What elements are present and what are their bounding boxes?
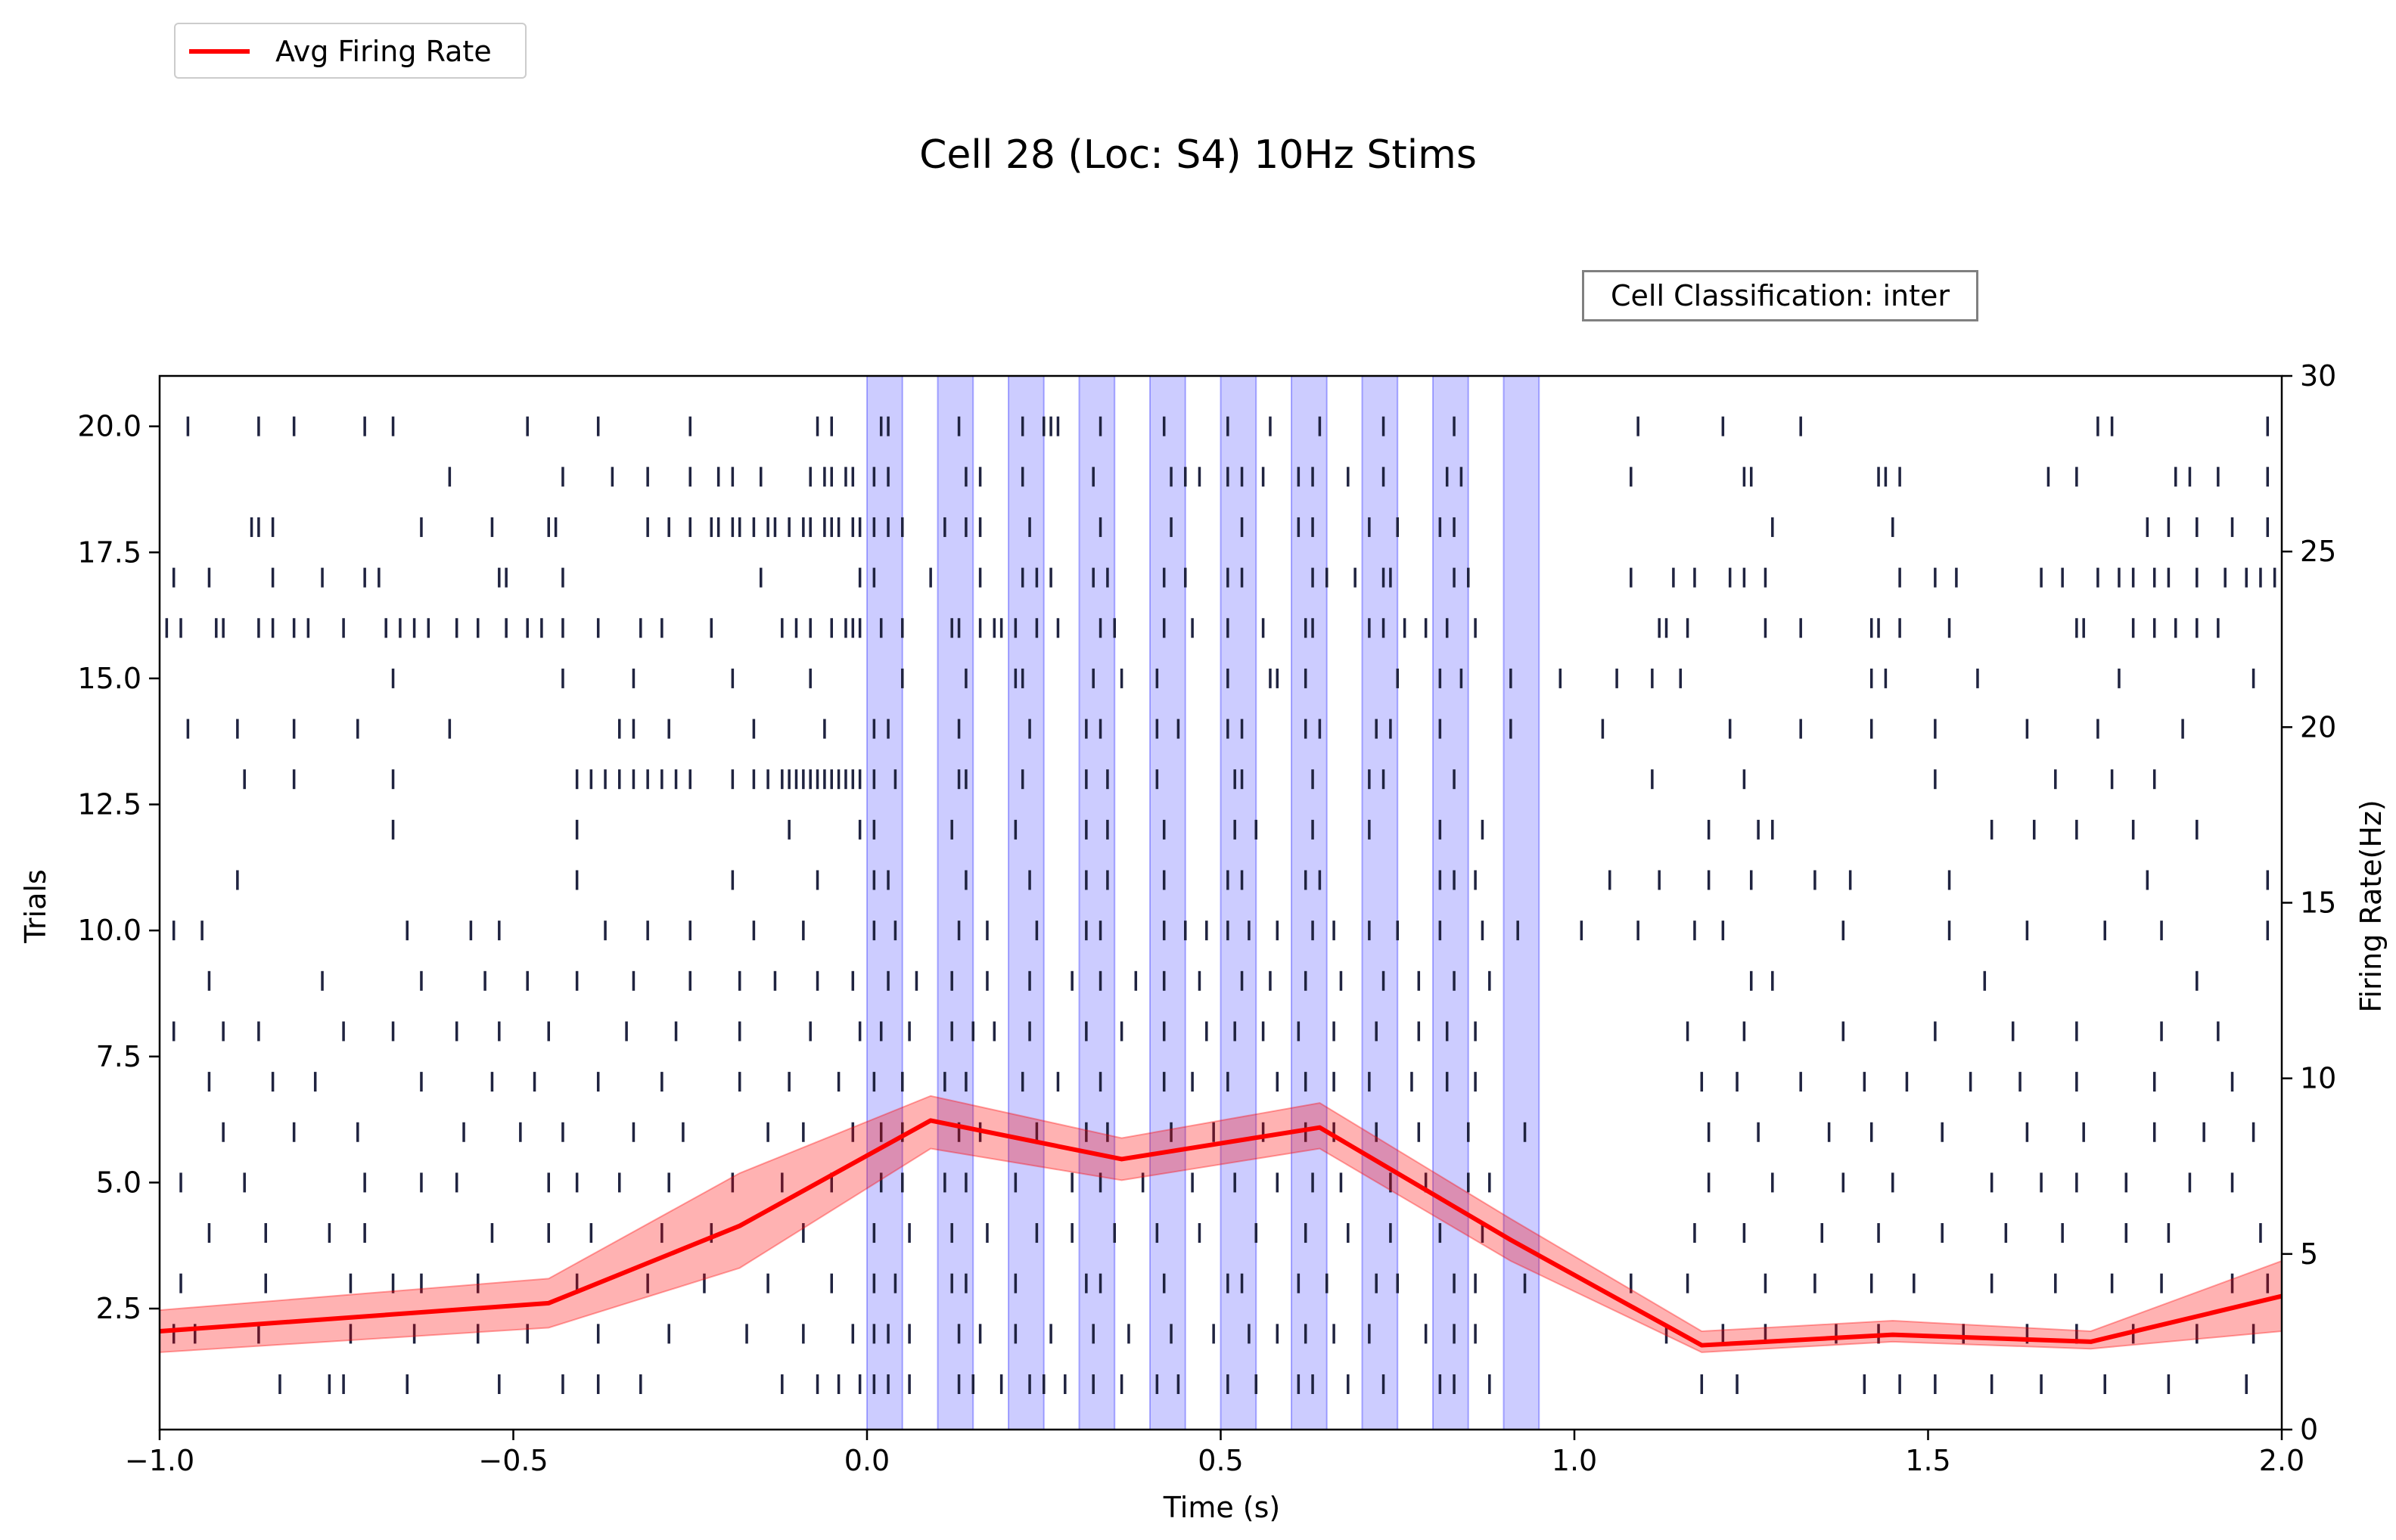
y-left-tick-label: 10.0 <box>77 914 141 947</box>
y-right-tick-label: 5 <box>2300 1237 2318 1271</box>
x-tick-label: 0.0 <box>844 1444 890 1477</box>
y-right-tick-label: 10 <box>2300 1062 2336 1095</box>
stim-window-3 <box>1008 375 1045 1430</box>
y-left-tick-label: 15.0 <box>77 662 141 695</box>
spike-raster <box>165 416 2276 1395</box>
y-right-tick-label: 15 <box>2300 886 2336 920</box>
legend-line-swatch <box>189 49 250 54</box>
legend-label: Avg Firing Rate <box>275 35 492 68</box>
chart-title: Cell 28 (Loc: S4) 10Hz Stims <box>919 132 1477 178</box>
stim-window-1 <box>866 375 903 1430</box>
y-right-tick-label: 0 <box>2300 1413 2318 1446</box>
x-tick-label: 1.5 <box>1905 1444 1950 1477</box>
legend: Avg Firing Rate <box>174 23 527 79</box>
stim-window-4 <box>1078 375 1116 1430</box>
x-tick-label: 1.0 <box>1552 1444 1597 1477</box>
y-left-tick-label: 5.0 <box>96 1166 141 1199</box>
x-tick-label: −1.0 <box>125 1444 194 1477</box>
y-axis-right-label: Firing Rate(Hz) <box>2354 799 2388 1012</box>
y-right-tick-label: 20 <box>2300 710 2336 744</box>
y-right-tick-label: 30 <box>2300 359 2336 393</box>
x-axis-label: Time (s) <box>1163 1491 1281 1524</box>
stim-window-5 <box>1149 375 1186 1430</box>
y-left-tick-label: 17.5 <box>77 536 141 569</box>
stim-window-7 <box>1291 375 1328 1430</box>
stim-window-2 <box>937 375 974 1430</box>
x-tick-label: −0.5 <box>478 1444 548 1477</box>
y-left-tick-label: 20.0 <box>77 410 141 443</box>
axes: −1.0 −0.5 0.0 0.5 1.0 1.5 2.0 2.5 5.0 7.5 10.0 12.5… <box>77 359 2336 1477</box>
x-tick-label: 0.5 <box>1198 1444 1243 1477</box>
stimulus-windows <box>866 375 1540 1430</box>
stim-window-6 <box>1220 375 1257 1430</box>
y-right-tick-label: 25 <box>2300 535 2336 568</box>
cell-classification-box: Cell Classification: inter <box>1582 270 1978 321</box>
x-tick-label: 2.0 <box>2259 1444 2304 1477</box>
y-left-tick-label: 7.5 <box>96 1040 141 1073</box>
stim-window-8 <box>1361 375 1399 1430</box>
firing-rate-line <box>159 1118 2283 1348</box>
stim-window-9 <box>1432 375 1469 1430</box>
y-left-tick-label: 2.5 <box>96 1292 141 1325</box>
y-left-tick-label: 12.5 <box>77 788 141 821</box>
y-axis-left-label: Trials <box>19 869 52 943</box>
